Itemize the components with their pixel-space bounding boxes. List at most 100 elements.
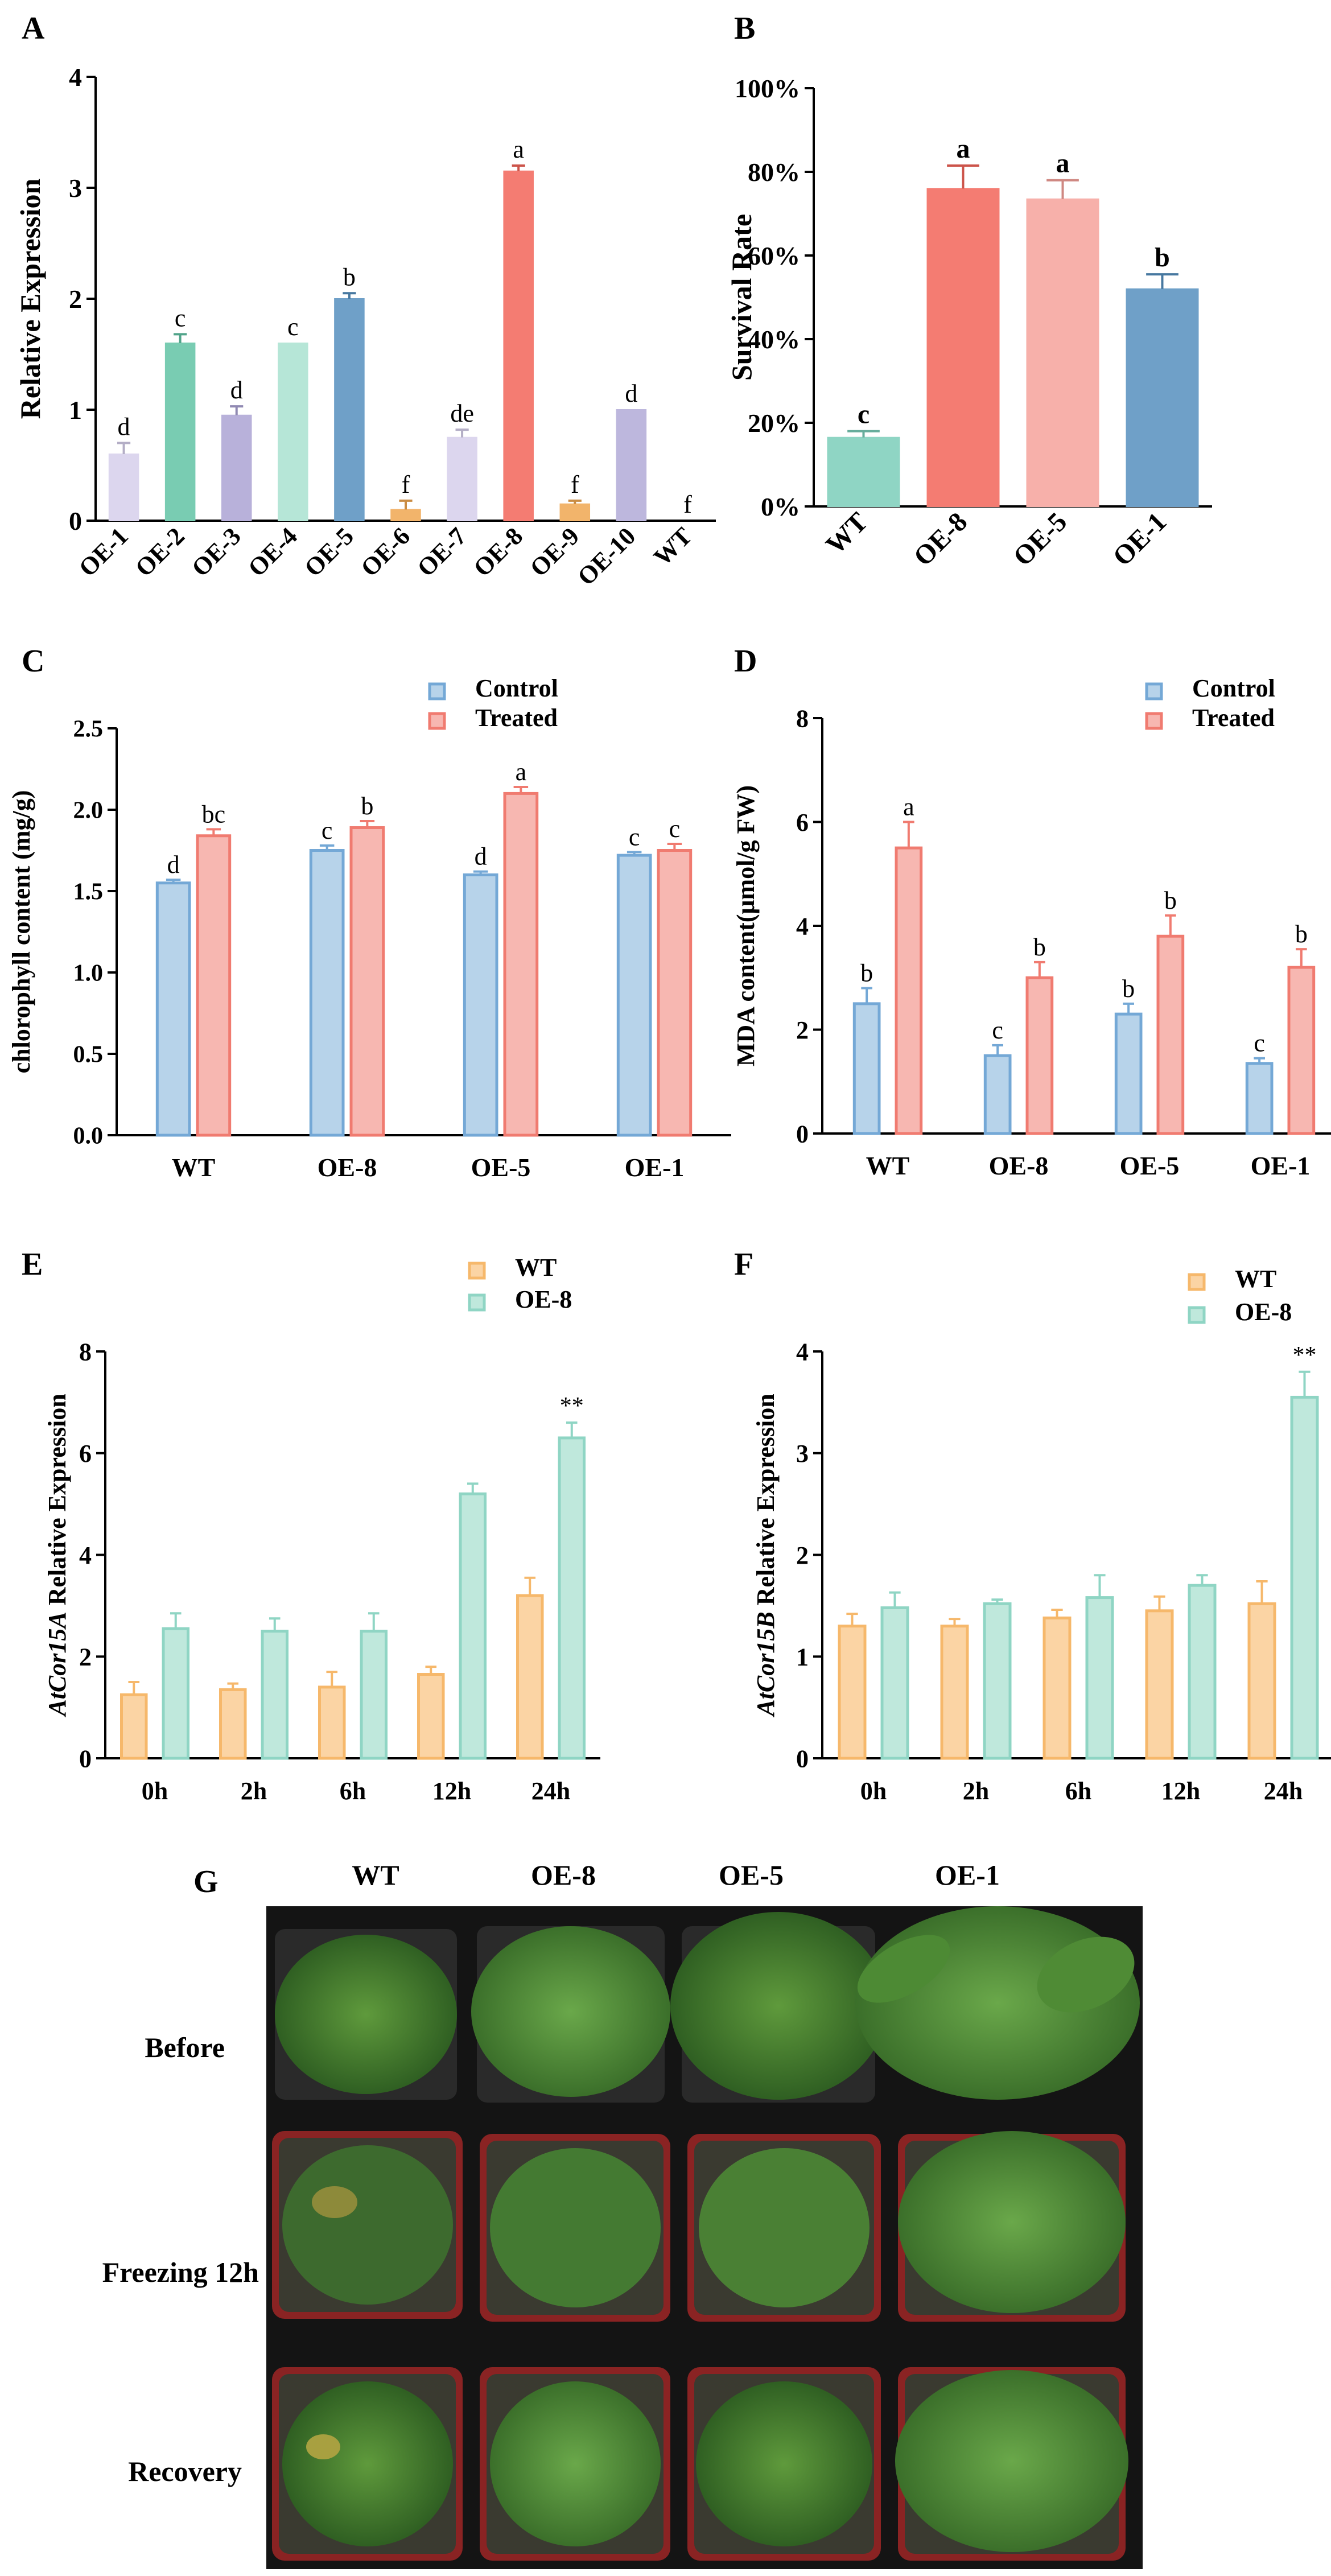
chart-d-y-tick-label: 0: [796, 1120, 809, 1148]
chart-b-y-tick-label: 20%: [748, 409, 800, 438]
photo-row-label-before: Before: [145, 2031, 225, 2063]
chart-c-legend-label-treated: Treated: [475, 704, 558, 732]
chart-c-significance-letter: a: [516, 758, 527, 786]
chart-d-significance-letter: c: [1254, 1029, 1265, 1057]
chart-a-bar-oe-3: [221, 414, 252, 521]
chart-c-significance-letter: c: [629, 823, 640, 851]
photo-column-label-oe-5: OE-5: [719, 1859, 784, 1891]
chart-d-y-tick-label: 4: [796, 912, 809, 940]
chart-c-legend-swatch-control: [428, 682, 446, 700]
chart-c-x-tick-label: OE-8: [318, 1153, 377, 1182]
chart-e-y-tick-label: 0: [79, 1745, 92, 1773]
chart-f-x-tick-label: 0h: [860, 1777, 887, 1805]
panel-label-a: A: [22, 11, 45, 46]
chart-c-bar-control-oe-1: [616, 854, 652, 1137]
chart-d-x-tick-label: OE-5: [1120, 1151, 1180, 1180]
chart-e-legend-label-wt: WT: [515, 1254, 557, 1281]
chart-d-significance-letter: b: [1033, 933, 1046, 961]
chart-a-x-tick-label: OE-4: [242, 522, 303, 582]
chart-c-y-axis-label: chlorophyll content (mg/g): [7, 790, 35, 1074]
chart-c-x-tick-label: OE-1: [625, 1153, 685, 1182]
chart-f-x-tick-label: 24h: [1264, 1777, 1303, 1805]
chart-e-bar-oe-8-0h: [162, 1627, 189, 1760]
chart-a-bar-oe-10: [616, 409, 647, 521]
chart-c-y-tick-label: 2.0: [73, 798, 104, 824]
photo-row-before: [275, 1906, 1140, 2103]
panel-label-f: F: [734, 1247, 753, 1282]
chart-a-significance-letter: d: [118, 413, 130, 441]
chart-c-bar-treated-oe-8: [349, 826, 385, 1137]
chart-e-bar-oe-8-2h: [261, 1630, 289, 1760]
panel-label-c: C: [22, 644, 44, 679]
chart-c-bar-control-oe-8: [309, 849, 345, 1137]
photo-column-label-wt: WT: [352, 1859, 399, 1891]
chart-e-bar-wt-2h: [219, 1688, 247, 1760]
chart-a-x-tick-label: OE-8: [468, 522, 529, 582]
chart-d-significance-letter: b: [1122, 975, 1135, 1003]
chart-e-x-tick-label: 12h: [432, 1777, 471, 1805]
chart-d-significance-letter: b: [860, 959, 873, 987]
chart-e-bar-wt-0h: [120, 1693, 148, 1760]
chart-d-legend-swatch-treated: [1145, 712, 1163, 730]
chart-a-bar-oe-8: [503, 170, 534, 521]
chart-a-bar-oe-1: [108, 454, 139, 521]
chart-d-bar-control-oe-1: [1245, 1062, 1274, 1135]
chart-f-y-tick-label: 0: [796, 1745, 809, 1773]
chart-f-bar-wt-12h: [1145, 1609, 1174, 1760]
chart-c-x-tick-label: OE-5: [471, 1153, 531, 1182]
chart-f-legend-swatch-wt: [1188, 1273, 1206, 1291]
chart-d-x-tick-label: WT: [866, 1151, 910, 1180]
chart-f-significance-stars: **: [1293, 1342, 1317, 1369]
chart-e-y-tick-label: 4: [79, 1542, 92, 1569]
chart-c-significance-letter: b: [361, 792, 373, 820]
chart-a-x-tick-label: OE-10: [572, 522, 641, 591]
chart-c-significance-letter: bc: [202, 800, 226, 828]
chart-b-x-tick-label: OE-1: [1107, 506, 1172, 572]
chart-c-significance-letter: d: [475, 843, 487, 871]
chart-d-significance-letter: a: [903, 793, 914, 821]
chart-d-y-axis-label: MDA content(μmol/g FW): [732, 785, 760, 1066]
photo-column-label-oe-8: OE-8: [531, 1859, 596, 1891]
chart-e-y-axis-label: AtCor15A Relative Expression: [43, 1394, 71, 1717]
chart-c-bar-control-oe-5: [463, 873, 498, 1137]
chart-b-y-axis-label: Survival Rate: [726, 214, 757, 381]
chart-d-significance-letter: b: [1164, 887, 1177, 914]
plant-photo-panel: [266, 1906, 1143, 2569]
chart-f-y-tick-label: 3: [796, 1440, 809, 1468]
chart-f-x-tick-label: 2h: [963, 1777, 989, 1805]
chart-c-bar-treated-oe-1: [657, 849, 693, 1137]
chart-e-x-tick-label: 6h: [340, 1777, 366, 1805]
chart-d-legend-swatch-control: [1145, 682, 1163, 700]
chart-c-bar-treated-oe-5: [503, 792, 539, 1137]
chart-f-bar-oe-8-0h: [880, 1606, 909, 1760]
chart-f-bar-wt-24h: [1247, 1602, 1276, 1760]
chart-f-y-axis-label-part: AtCor15B: [752, 1611, 780, 1717]
chart-c-significance-letter: d: [167, 851, 180, 879]
chart-d-significance-letter: b: [1295, 920, 1308, 948]
chart-b-significance-letter: c: [858, 399, 870, 430]
chart-c-significance-letter: c: [669, 815, 681, 843]
chart-e-y-axis-label-part: Relative Expression: [43, 1394, 71, 1611]
chart-a-x-tick-label: OE-1: [73, 522, 134, 582]
chart-a-y-tick-label: 2: [69, 285, 82, 314]
chart-e-legend-swatch-oe-8: [468, 1293, 486, 1312]
chart-e-y-tick-label: 6: [79, 1440, 92, 1468]
photo-row-freezing: [272, 2131, 1126, 2322]
chart-a-x-tick-label: WT: [648, 522, 698, 571]
chart-f-bar-oe-8-2h: [983, 1602, 1012, 1760]
chart-d-bar-treated-oe-5: [1156, 934, 1185, 1135]
photo-column-label-oe-1: OE-1: [935, 1859, 1000, 1891]
chart-e-y-tick-label: 8: [79, 1338, 92, 1366]
panel-label-g: G: [193, 1864, 219, 1899]
chart-a-x-tick-label: OE-3: [186, 522, 246, 582]
photo-row-label-recovery: Recovery: [128, 2455, 242, 2487]
chart-b-bar-wt: [827, 436, 900, 507]
chart-a-significance-letter: de: [450, 399, 474, 427]
chart-d-x-tick-label: OE-1: [1251, 1151, 1311, 1180]
chart-b-y-tick-label: 0%: [761, 492, 800, 521]
chart-b-bar-oe-1: [1126, 288, 1199, 507]
chart-c-legend-swatch-treated: [428, 712, 446, 730]
chart-b-bar-oe-8: [926, 188, 1000, 507]
photo-row-recovery: [272, 2367, 1128, 2561]
